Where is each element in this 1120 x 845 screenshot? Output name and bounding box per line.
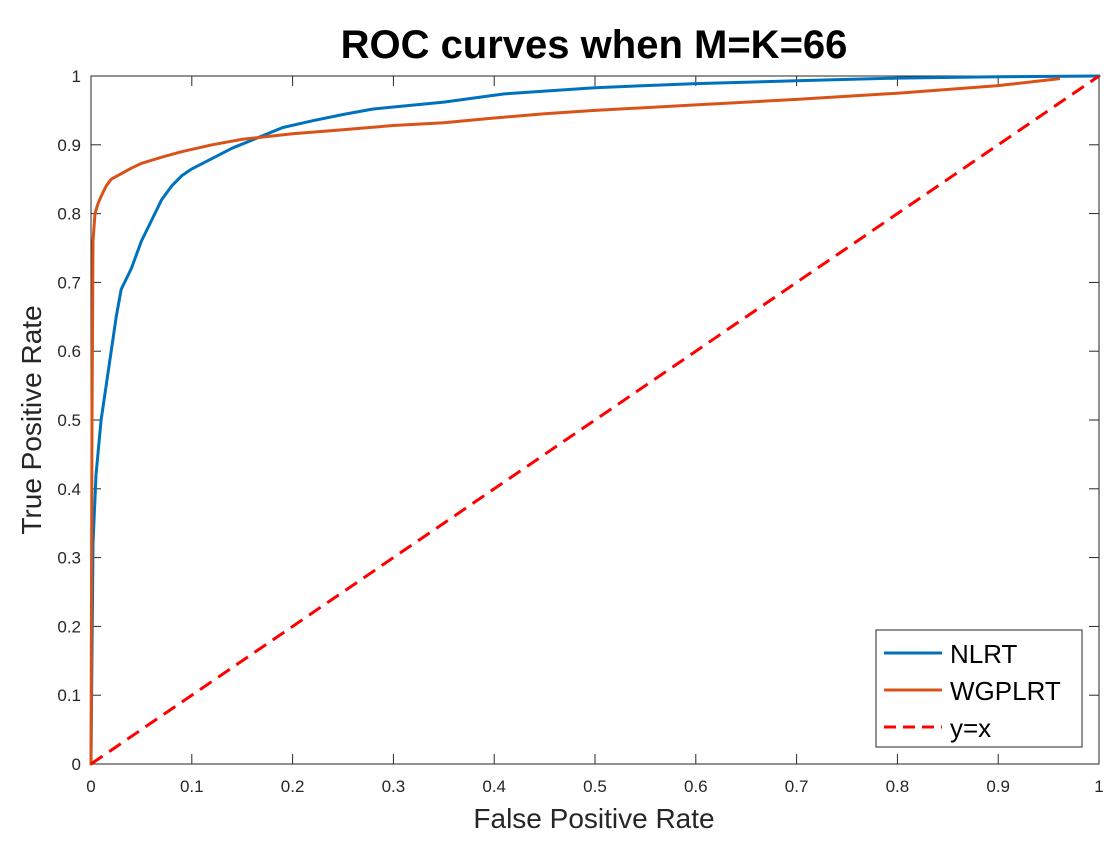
y-axis-ticks: 0 0.1 0.2 0.3 0.4 0.5 0.6 0.7 0.8 0.9 1: [57, 67, 1099, 774]
y-tick-label: 0.1: [57, 686, 81, 705]
legend-label-yx: y=x: [950, 713, 991, 743]
series-layer: [89, 74, 1101, 766]
y-tick-label: 0.2: [57, 617, 81, 636]
y-tick-label: 0.9: [57, 136, 81, 155]
x-axis-label: False Positive Rate: [473, 803, 714, 834]
x-tick-label: 1: [1094, 777, 1103, 796]
x-tick-label: 0.5: [583, 777, 607, 796]
y-tick-label: 0.7: [57, 273, 81, 292]
x-axis-ticks: 0 0.1 0.2 0.3 0.4 0.5 0.6 0.7 0.8 0.9 1: [86, 76, 1104, 796]
y-tick-label: 0: [72, 755, 81, 774]
x-tick-label: 0.4: [482, 777, 506, 796]
y-tick-label: 0.3: [57, 549, 81, 568]
y-tick-label: 0.5: [57, 411, 81, 430]
wgplrt-curve: [89, 77, 1061, 766]
x-tick-label: 0.8: [886, 777, 910, 796]
x-tick-label: 0: [86, 777, 95, 796]
legend-label-nlrt: NLRT: [950, 639, 1018, 669]
x-tick-label: 0.1: [180, 777, 204, 796]
y-equals-x-line: [90, 74, 1100, 766]
x-tick-label: 0.6: [684, 777, 708, 796]
y-tick-label: 0.8: [57, 205, 81, 224]
nlrt-curve: [89, 74, 1101, 766]
x-tick-label: 0.9: [986, 777, 1010, 796]
y-tick-label: 1: [72, 67, 81, 86]
x-tick-label: 0.3: [382, 777, 406, 796]
y-axis-label: True Positive Rate: [16, 305, 47, 534]
chart-title: ROC curves when M=K=66: [341, 23, 848, 67]
x-tick-label: 0.2: [281, 777, 305, 796]
y-tick-label: 0.6: [57, 342, 81, 361]
legend-label-wgplrt: WGPLRT: [950, 676, 1061, 706]
y-tick-label: 0.4: [57, 480, 81, 499]
legend: NLRT WGPLRT y=x: [875, 629, 1083, 748]
x-tick-label: 0.7: [785, 777, 809, 796]
